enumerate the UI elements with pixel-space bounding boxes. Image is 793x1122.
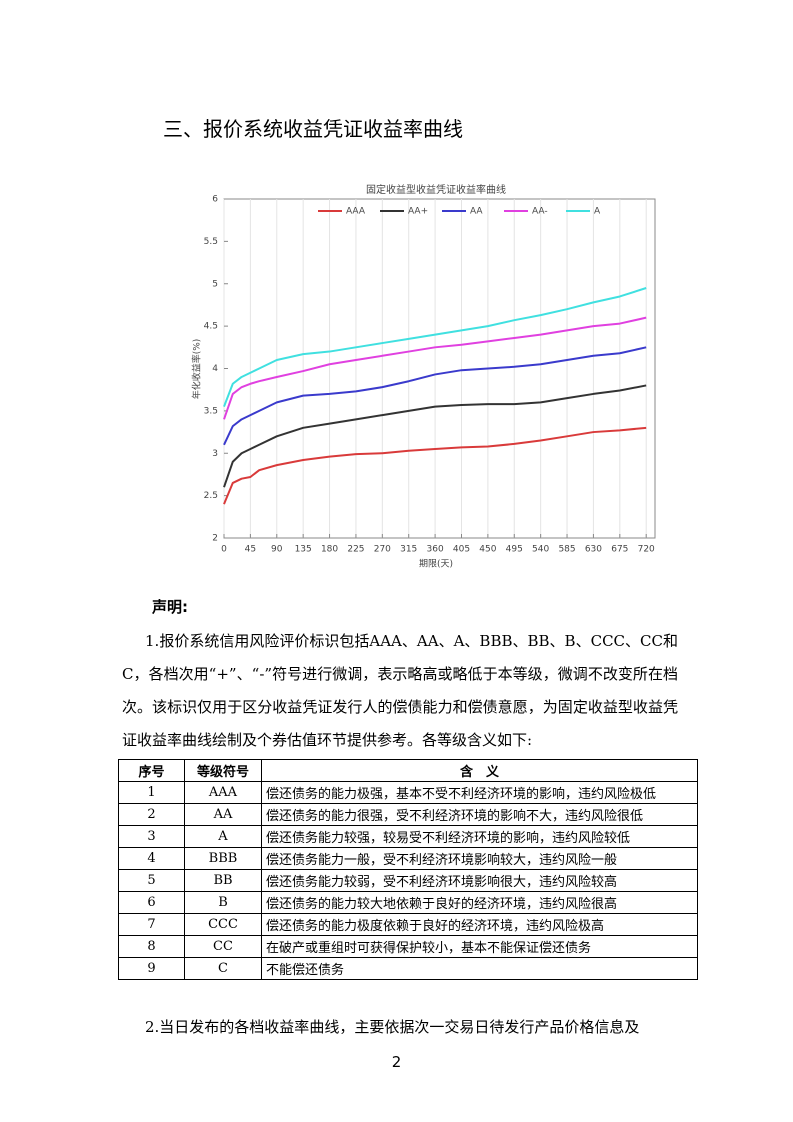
y-tick-label: 6 — [212, 195, 218, 205]
table-cell: AAA — [184, 781, 262, 804]
table-cell: 偿还债务能力较弱，受不利经济环境影响很大，违约风险较高 — [261, 869, 698, 892]
x-tick-label: 0 — [221, 545, 227, 555]
x-tick-label: 720 — [638, 545, 655, 555]
header-cell: 等级符号 — [184, 759, 262, 782]
x-tick-label: 495 — [506, 545, 523, 555]
table-cell: 1 — [118, 781, 185, 804]
table-row: 9 C 不能偿还债务 — [118, 957, 698, 980]
table-row: 4 BBB 偿还债务能力一般，受不利经济环境影响较大，违约风险一般 — [118, 847, 698, 870]
legend-label: AAA — [346, 207, 366, 217]
chart-title: 固定收益型收益凭证收益率曲线 — [366, 183, 506, 196]
table-row: 7 CCC 偿还债务的能力极度依赖于良好的经济环境，违约风险极高 — [118, 913, 698, 936]
paragraph: 2.当日发布的各档收益率曲线，主要依据次一交易日待发行产品价格信息及 — [145, 1018, 640, 1036]
section-heading: 三、报价系统收益凭证收益率曲线 — [163, 117, 463, 141]
table-cell: 偿还债务能力较强，较易受不利经济环境的影响，违约风险较低 — [261, 825, 698, 848]
table-cell: BB — [184, 869, 262, 892]
paragraph: 1.报价系统信用风险评价标识包括AAA、AA、A、BBB、BB、B、CCC、CC… — [122, 632, 678, 749]
y-axis-label: 年化收益率(%) — [191, 339, 203, 400]
rating-table: 序号 等级符号含 义 1 AAA 偿还债务的能力极强，基本不受不利经济环境的影响，违约风… — [118, 759, 698, 980]
y-tick-label: 2 — [212, 534, 218, 544]
table-cell: CCC — [184, 913, 262, 936]
header-cell: 含 义 — [261, 759, 698, 782]
table-cell: 2 — [118, 803, 185, 826]
legend-label: AA+ — [408, 207, 428, 217]
table-cell: 偿还债务的能力很强，受不利经济环境的影响不大，违约风险很低 — [261, 803, 698, 826]
table-row: 2 AA 偿还债务的能力很强，受不利经济环境的影响不大，违约风险很低 — [118, 803, 698, 826]
table-cell: 6 — [118, 891, 185, 914]
table-cell: 不能偿还债务 — [261, 957, 698, 980]
table-cell: 偿还债务的能力极度依赖于良好的经济环境，违约风险极高 — [261, 913, 698, 936]
x-tick-label: 585 — [558, 545, 575, 555]
table-row: 6 B 偿还债务的能力较大地依赖于良好的经济环境，违约风险很高 — [118, 891, 698, 914]
y-tick-label: 2.5 — [204, 491, 218, 501]
legend-label: AA- — [532, 207, 548, 217]
table-cell: 偿还债务的能力极强，基本不受不利经济环境的影响，违约风险极低 — [261, 781, 698, 804]
table-row: 1 AAA 偿还债务的能力极强，基本不受不利经济环境的影响，违约风险极低 — [118, 781, 698, 804]
plot-frame — [223, 198, 656, 539]
series-line — [223, 287, 647, 407]
y-tick-label: 4.5 — [204, 322, 218, 332]
declaration-title: 声明: — [152, 598, 188, 616]
table-cell: 7 — [118, 913, 185, 936]
x-tick-label: 630 — [585, 545, 602, 555]
y-tick-label: 3 — [212, 449, 218, 459]
x-tick-label: 90 — [271, 545, 283, 555]
table-cell: BBB — [184, 847, 262, 870]
x-tick-label: 45 — [245, 545, 256, 555]
legend-label: AA — [470, 207, 483, 217]
table-cell: 在破产或重组时可获得保护较小，基本不能保证偿还债务 — [261, 935, 698, 958]
legend-label: A — [594, 207, 601, 217]
table-cell: B — [184, 891, 262, 914]
table-cell: 9 — [118, 957, 185, 980]
table-cell: A — [184, 825, 262, 848]
x-tick-label: 675 — [611, 545, 628, 555]
y-tick-label: 5.5 — [204, 237, 218, 247]
x-tick-label: 135 — [295, 545, 312, 555]
y-tick-label: 5 — [212, 279, 218, 289]
table-cell: 偿还债务的能力较大地依赖于良好的经济环境，违约风险很高 — [261, 891, 698, 914]
table-cell: C — [184, 957, 262, 980]
y-tick-label: 4 — [212, 364, 218, 374]
y-tick-label: 3.5 — [204, 406, 218, 416]
x-tick-label: 180 — [321, 545, 338, 555]
series-line — [223, 316, 647, 420]
x-tick-label: 315 — [400, 545, 417, 555]
chart: 固定收益型收益凭证收益率曲线 期限(天) 年化收益率(%) 0 45 90 135 18… — [191, 183, 656, 570]
table-cell: 5 — [118, 869, 185, 892]
table-cell: 3 — [118, 825, 185, 848]
x-tick-label: 270 — [374, 545, 391, 555]
table-cell: AA — [184, 803, 262, 826]
table-cell: CC — [184, 935, 262, 958]
x-tick-label: 450 — [479, 545, 496, 555]
x-tick-label: 405 — [453, 545, 470, 555]
series-line — [223, 426, 647, 505]
table-cell: 8 — [118, 935, 185, 958]
x-axis-label: 期限(天) — [419, 559, 453, 570]
x-tick-label: 360 — [427, 545, 444, 555]
table-row: 5 BB 偿还债务能力较弱，受不利经济环境影响很大，违约风险较高 — [118, 869, 698, 892]
table-row: 3 A 偿还债务能力较强，较易受不利经济环境的影响，违约风险较低 — [118, 825, 698, 848]
table-header-row: 序号 等级符号含 义 — [118, 759, 698, 782]
series-line — [223, 346, 647, 446]
table-row: 8 CC 在破产或重组时可获得保护较小，基本不能保证偿还债务 — [118, 935, 698, 958]
table-cell: 偿还债务能力一般，受不利经济环境影响较大，违约风险一般 — [261, 847, 698, 870]
x-tick-label: 225 — [347, 545, 364, 555]
x-tick-label: 540 — [532, 545, 549, 555]
table-cell: 4 — [118, 847, 185, 870]
header-cell: 序号 — [118, 759, 185, 782]
page-number: 2 — [391, 1053, 402, 1071]
series-line — [223, 384, 647, 488]
